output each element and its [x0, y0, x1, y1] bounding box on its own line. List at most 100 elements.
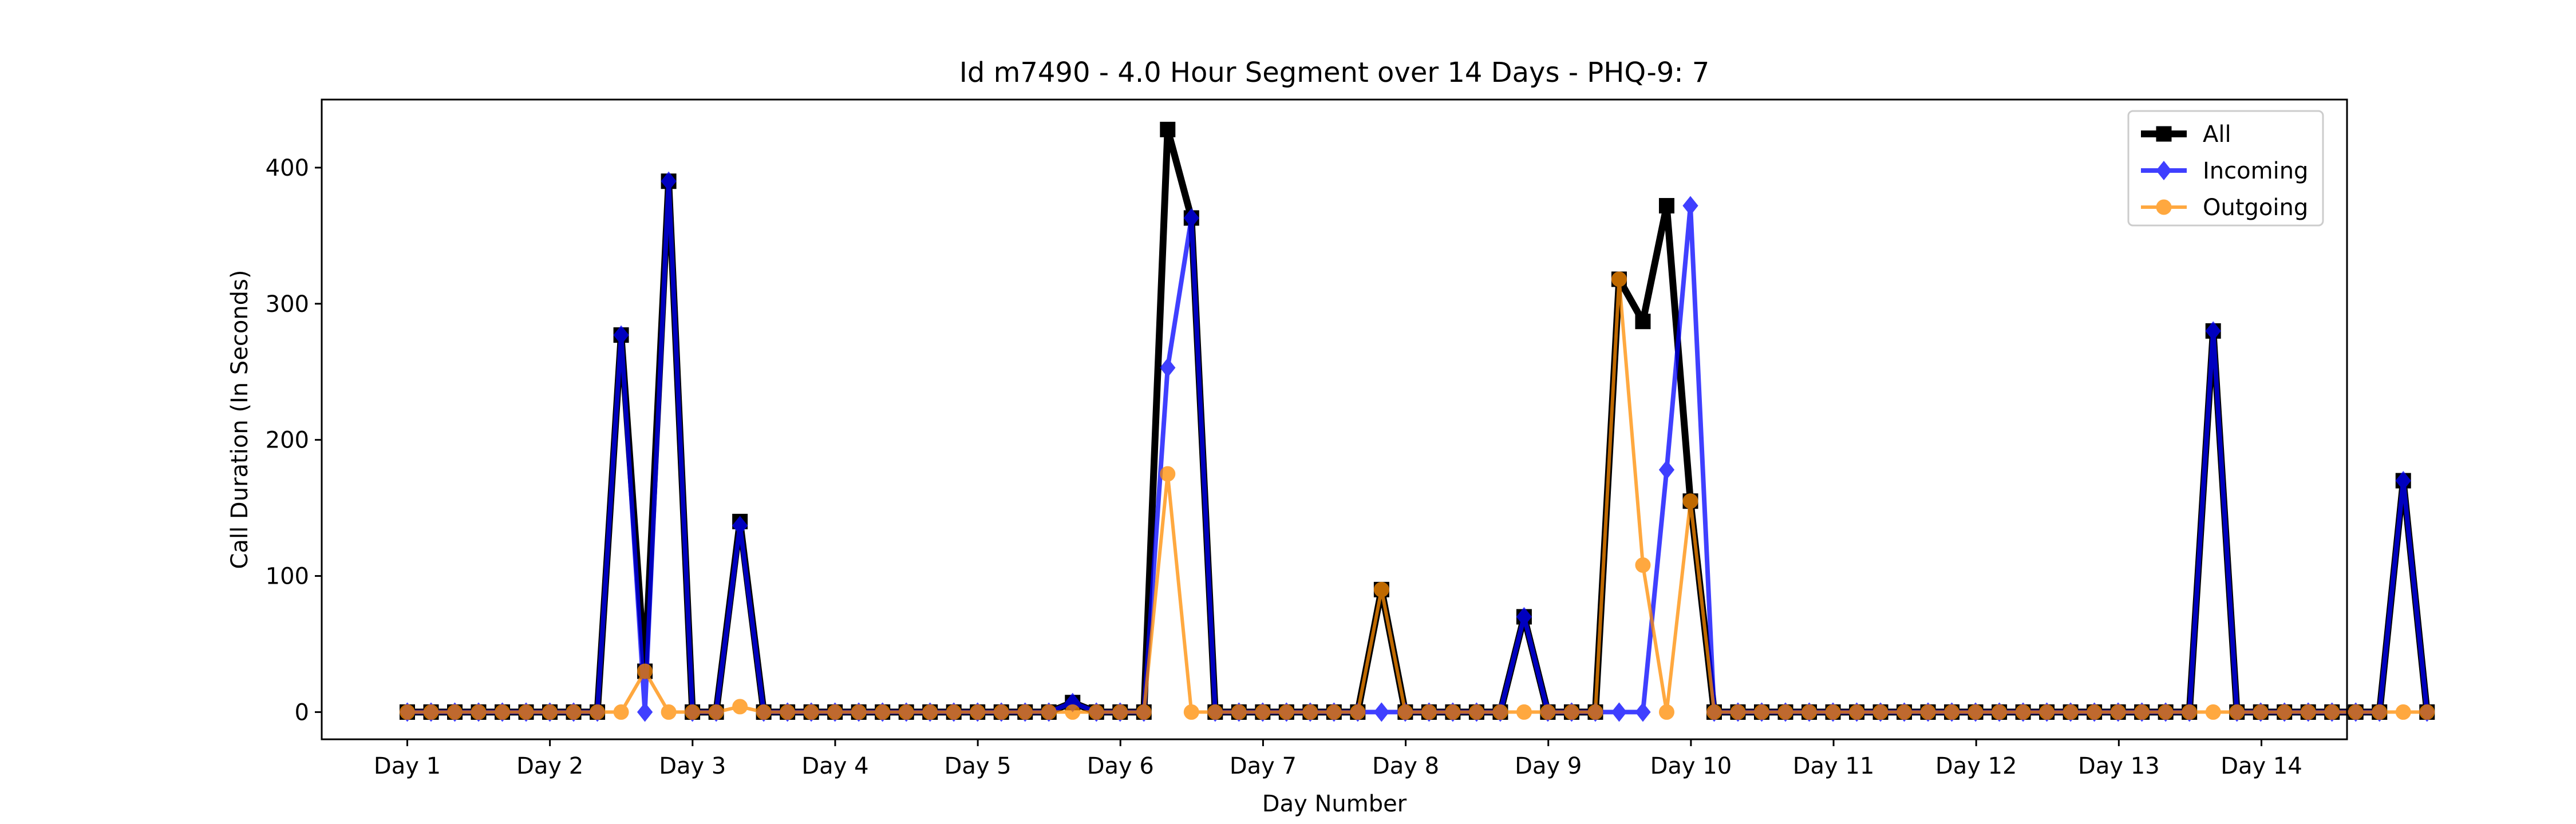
point-incoming-84: [2395, 470, 2411, 491]
x-tick-label-5: Day 6: [1087, 753, 1154, 779]
point-outgoing-9: [613, 704, 629, 720]
legend-marker-incoming: [2156, 160, 2172, 181]
legend-marker-outgoing: [2156, 199, 2172, 215]
point-outgoing-82: [2348, 704, 2364, 720]
point-outgoing-10: [637, 663, 653, 679]
x-tick-label-6: Day 7: [1230, 753, 1297, 779]
point-outgoing-59: [1801, 704, 1818, 720]
y-axis-label: Call Duration (In Seconds): [227, 270, 253, 569]
point-outgoing-25: [993, 704, 1009, 720]
point-outgoing-78: [2253, 704, 2269, 720]
point-outgoing-42: [1397, 704, 1413, 720]
point-outgoing-11: [661, 704, 677, 720]
x-tick-label-11: Day 12: [1935, 753, 2017, 779]
point-outgoing-83: [2372, 704, 2388, 720]
legend-marker-all: [2156, 126, 2172, 142]
point-outgoing-50: [1587, 704, 1603, 720]
point-outgoing-77: [2229, 704, 2245, 720]
point-outgoing-73: [2134, 704, 2150, 720]
point-outgoing-3: [471, 704, 487, 720]
point-outgoing-41: [1373, 581, 1389, 597]
point-outgoing-1: [423, 704, 439, 720]
series-line-incoming: [407, 179, 2429, 715]
x-axis: Day 1 Day 2 Day 3 Day 4 Day 5 Day 6 Day 7 Day 8…: [374, 739, 2302, 779]
point-outgoing-51: [1611, 271, 1627, 287]
point-incoming-10: [637, 702, 653, 722]
y-tick-label-3: 300: [266, 291, 309, 318]
x-tick-label-1: Day 2: [516, 753, 583, 779]
point-outgoing-27: [1041, 704, 1057, 720]
point-outgoing-72: [2110, 704, 2126, 720]
series-line-outgoing: [407, 277, 2427, 714]
point-all-53: [1658, 198, 1674, 214]
x-tick-label-9: Day 10: [1650, 753, 1732, 779]
point-outgoing-56: [1730, 704, 1746, 720]
point-incoming-14: [732, 516, 748, 536]
point-incoming-33: [1183, 208, 1199, 228]
point-outgoing-80: [2300, 704, 2316, 720]
legend-label-outgoing: Outgoing: [2203, 195, 2308, 221]
point-outgoing-33: [1183, 704, 1199, 720]
y-tick-label-2: 200: [266, 427, 309, 454]
point-outgoing-17: [803, 704, 819, 720]
series-outgoing: [399, 271, 2435, 720]
point-outgoing-2: [447, 704, 463, 720]
point-outgoing-31: [1136, 704, 1152, 720]
point-outgoing-64: [1920, 704, 1936, 720]
x-tick-label-2: Day 3: [659, 753, 726, 779]
x-tick-label-8: Day 9: [1515, 753, 1582, 779]
point-outgoing-28: [1065, 704, 1081, 720]
x-tick-label-3: Day 4: [801, 753, 868, 779]
point-outgoing-55: [1706, 704, 1722, 720]
point-outgoing-61: [1849, 704, 1865, 720]
legend-box: [2127, 110, 2324, 227]
point-outgoing-21: [898, 704, 914, 720]
point-outgoing-49: [1563, 704, 1579, 720]
point-outgoing-62: [1872, 704, 1888, 720]
point-outgoing-7: [566, 704, 582, 720]
point-outgoing-37: [1278, 704, 1294, 720]
point-outgoing-15: [756, 704, 772, 720]
point-outgoing-67: [1992, 704, 2008, 720]
legend-item-incoming: [2141, 160, 2187, 181]
point-outgoing-58: [1777, 704, 1793, 720]
x-tick-label-13: Day 14: [2221, 753, 2302, 779]
point-outgoing-40: [1350, 704, 1366, 720]
point-incoming-53: [1658, 459, 1675, 480]
point-all-52: [1635, 314, 1651, 330]
point-outgoing-8: [590, 704, 606, 720]
point-incoming-11: [661, 171, 677, 191]
point-incoming-54: [1682, 196, 1698, 216]
x-tick-label-12: Day 13: [2078, 753, 2160, 779]
point-outgoing-35: [1231, 704, 1247, 720]
point-outgoing-63: [1897, 704, 1913, 720]
point-outgoing-57: [1754, 704, 1770, 720]
series-line-all: [407, 126, 2431, 716]
point-outgoing-85: [2419, 704, 2435, 720]
point-outgoing-48: [1540, 704, 1556, 720]
point-outgoing-14: [732, 699, 748, 715]
point-outgoing-22: [922, 704, 938, 720]
x-tick-label-10: Day 11: [1793, 753, 1875, 779]
point-incoming-9: [613, 325, 629, 345]
legend-item-all: [2141, 126, 2187, 142]
point-outgoing-6: [542, 704, 558, 720]
point-outgoing-65: [1944, 704, 1960, 720]
x-tick-label-0: Day 1: [374, 753, 441, 779]
point-outgoing-68: [2015, 704, 2031, 720]
point-incoming-41: [1373, 702, 1390, 722]
series-incoming: [399, 171, 2435, 722]
y-tick-label-0: 0: [295, 699, 309, 726]
legend-label-all: All: [2203, 121, 2231, 148]
point-outgoing-38: [1302, 704, 1318, 720]
point-outgoing-71: [2087, 704, 2103, 720]
point-outgoing-24: [970, 704, 986, 720]
point-incoming-52: [1635, 702, 1651, 722]
point-outgoing-20: [875, 704, 891, 720]
point-outgoing-47: [1516, 704, 1532, 720]
y-axis: 0 100 200 300 400: [266, 155, 322, 726]
legend: All Incoming Outgoing: [2127, 110, 2324, 227]
point-outgoing-30: [1112, 704, 1128, 720]
point-incoming-32: [1160, 358, 1176, 378]
